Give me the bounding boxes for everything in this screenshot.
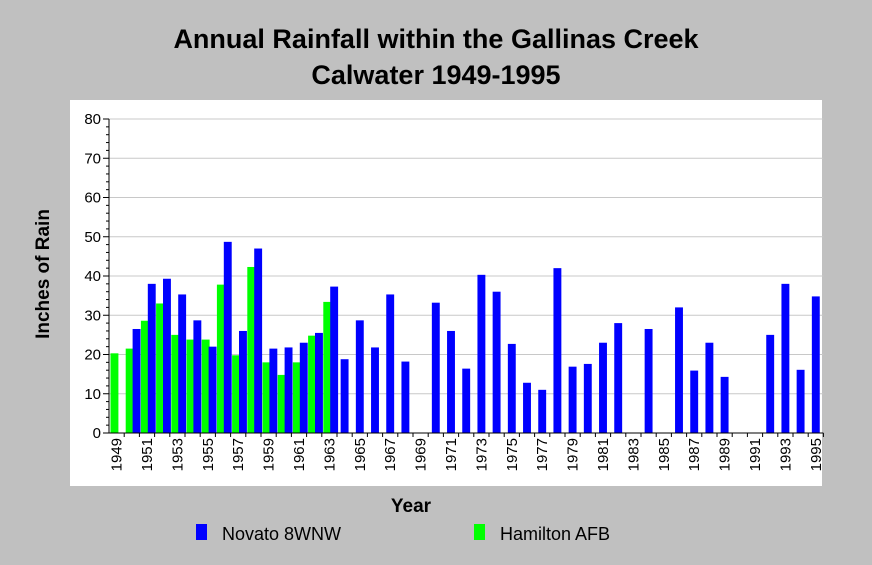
bar-novato-8wnw	[340, 359, 349, 433]
bar-hamilton-afb	[156, 303, 165, 433]
y-tick-label: 30	[84, 307, 101, 324]
bar-hamilton-afb	[110, 353, 119, 433]
x-tick-label: 1963	[321, 438, 338, 471]
bar-novato-8wnw	[811, 296, 820, 433]
x-tick-label: 1995	[808, 438, 825, 471]
bar-novato-8wnw	[330, 286, 339, 433]
bar-novato-8wnw	[371, 347, 379, 433]
bar-novato-8wnw	[492, 291, 501, 433]
chart-title: Annual Rainfall within the Gallinas Cree…	[173, 24, 699, 54]
bar-novato-8wnw	[386, 294, 395, 433]
bar-novato-8wnw	[269, 348, 278, 433]
bar-novato-8wnw	[720, 376, 729, 433]
x-tick-label: 1955	[200, 438, 217, 471]
bar-novato-8wnw	[690, 370, 699, 433]
bar-novato-8wnw	[644, 328, 653, 433]
bar-novato-8wnw	[132, 328, 141, 433]
bar-novato-8wnw	[568, 366, 577, 433]
x-tick-label: 1971	[443, 438, 460, 471]
x-tick-label: 1949	[109, 438, 126, 471]
bar-novato-8wnw	[447, 330, 455, 433]
x-tick-label: 1975	[504, 438, 521, 471]
x-tick-label: 1985	[656, 438, 673, 471]
y-tick-label: 40	[84, 268, 101, 285]
x-tick-label: 1957	[230, 438, 247, 471]
bar-novato-8wnw	[163, 278, 171, 433]
bar-hamilton-afb	[125, 348, 134, 433]
bar-novato-8wnw	[223, 241, 232, 433]
bar-hamilton-afb	[262, 362, 271, 433]
bar-novato-8wnw	[538, 389, 547, 433]
x-tick-label: 1983	[625, 438, 642, 471]
bar-novato-8wnw	[599, 342, 607, 433]
y-tick-label: 20	[84, 347, 101, 364]
bar-novato-8wnw	[705, 342, 714, 433]
bar-novato-8wnw	[299, 342, 308, 433]
x-tick-label: 1977	[534, 438, 551, 471]
bar-novato-8wnw	[614, 323, 623, 433]
x-tick-label: 1991	[747, 438, 764, 471]
legend-swatch-novato	[196, 524, 207, 540]
y-tick-label: 80	[84, 111, 101, 128]
x-tick-label: 1965	[352, 438, 369, 471]
x-tick-label: 1959	[261, 438, 278, 471]
bar-hamilton-afb	[292, 362, 301, 433]
bar-novato-8wnw	[284, 347, 293, 433]
bar-novato-8wnw	[462, 368, 471, 433]
x-tick-label: 1979	[565, 438, 582, 471]
bar-novato-8wnw	[796, 369, 805, 433]
x-tick-label: 1993	[777, 438, 794, 471]
bar-hamilton-afb	[140, 320, 149, 433]
bar-hamilton-afb	[232, 355, 241, 433]
bar-novato-8wnw	[583, 363, 592, 433]
x-tick-label: 1981	[595, 438, 612, 471]
bar-hamilton-afb	[171, 334, 180, 433]
x-tick-label: 1973	[473, 438, 490, 471]
bar-novato-8wnw	[477, 274, 486, 433]
legend-label-novato: Novato 8WNW	[222, 524, 342, 544]
bar-novato-8wnw	[147, 283, 156, 433]
x-tick-label: 1987	[686, 438, 703, 471]
legend-swatch-hamilton	[474, 524, 485, 540]
bar-hamilton-afb	[216, 284, 225, 433]
bar-hamilton-afb	[186, 339, 195, 433]
x-tick-label: 1969	[413, 438, 430, 471]
y-tick-label: 0	[93, 425, 101, 442]
y-axis-label: Inches of Rain	[33, 209, 54, 339]
x-tick-label: 1953	[169, 438, 186, 471]
bar-novato-8wnw	[355, 320, 364, 433]
bar-novato-8wnw	[254, 248, 263, 433]
bar-hamilton-afb	[201, 339, 210, 433]
bar-novato-8wnw	[315, 332, 323, 433]
bar-hamilton-afb	[323, 301, 332, 433]
y-tick-label: 60	[84, 190, 101, 207]
y-tick-label: 50	[84, 229, 101, 246]
x-tick-label: 1961	[291, 438, 308, 471]
x-tick-label: 1951	[139, 438, 156, 471]
bar-novato-8wnw	[553, 268, 562, 433]
bar-novato-8wnw	[523, 382, 531, 433]
bar-novato-8wnw	[507, 343, 516, 433]
bar-novato-8wnw	[401, 361, 410, 433]
bar-hamilton-afb	[308, 335, 317, 433]
bar-novato-8wnw	[675, 307, 683, 433]
x-tick-label: 1967	[382, 438, 399, 471]
bar-novato-8wnw	[178, 294, 187, 433]
bar-novato-8wnw	[193, 320, 202, 433]
bar-novato-8wnw	[239, 330, 247, 433]
legend-label-hamilton: Hamilton AFB	[500, 524, 611, 544]
bar-hamilton-afb	[277, 374, 286, 433]
chart-subtitle: Calwater 1949-1995	[311, 60, 561, 90]
bar-novato-8wnw	[431, 302, 440, 433]
bar-novato-8wnw	[766, 334, 775, 433]
y-tick-label: 70	[84, 150, 101, 167]
bar-novato-8wnw	[781, 283, 790, 433]
bar-novato-8wnw	[208, 346, 217, 433]
bar-hamilton-afb	[247, 266, 256, 433]
y-tick-label: 10	[84, 386, 101, 403]
x-axis-label: Year	[391, 496, 432, 517]
x-tick-label: 1989	[717, 438, 734, 471]
